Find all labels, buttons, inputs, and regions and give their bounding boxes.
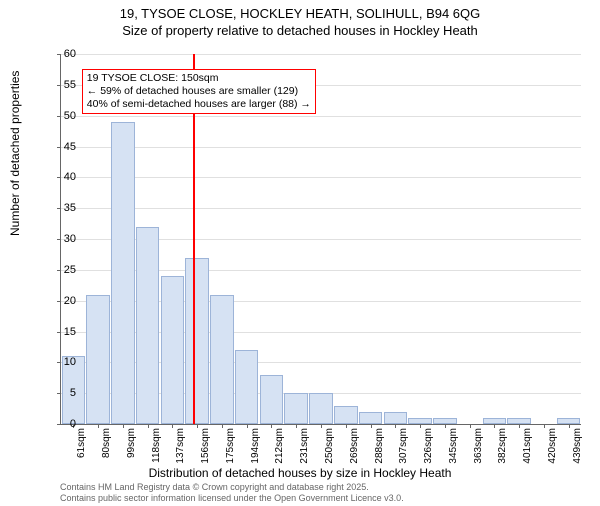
footer-line-2: Contains public sector information licen… [60,493,404,504]
xtick-label: 401sqm [522,428,533,464]
xtick-mark [148,424,149,428]
xtick-mark [569,424,570,428]
xtick-label: 212sqm [274,428,285,464]
xtick-label: 363sqm [473,428,484,464]
xtick-mark [519,424,520,428]
xtick-mark [420,424,421,428]
ytick-label: 35 [46,202,76,214]
gridline [61,177,581,178]
xtick-label: 307sqm [398,428,409,464]
xtick-mark [321,424,322,428]
xtick-mark [544,424,545,428]
xtick-mark [445,424,446,428]
ytick-label: 15 [46,326,76,338]
ytick-label: 40 [46,171,76,183]
ytick-label: 30 [46,233,76,245]
xtick-label: 99sqm [126,428,137,458]
xtick-label: 288sqm [374,428,385,464]
annotation-line-2: ← 59% of detached houses are smaller (12… [87,85,311,98]
ytick-label: 0 [46,418,76,430]
xtick-label: 137sqm [175,428,186,464]
gridline [61,208,581,209]
annotation-line-3: 40% of semi-detached houses are larger (… [87,98,311,111]
xtick-label: 345sqm [448,428,459,464]
xtick-label: 61sqm [76,428,87,458]
xtick-label: 194sqm [250,428,261,464]
xtick-label: 231sqm [299,428,310,464]
title-line-1: 19, TYSOE CLOSE, HOCKLEY HEATH, SOLIHULL… [0,6,600,21]
ytick-label: 55 [46,79,76,91]
annotation-box: 19 TYSOE CLOSE: 150sqm← 59% of detached … [82,69,316,114]
xtick-mark [346,424,347,428]
ytick-label: 60 [46,48,76,60]
histogram-bar [384,412,408,424]
xtick-mark [296,424,297,428]
footer-line-1: Contains HM Land Registry data © Crown c… [60,482,404,493]
gridline [61,147,581,148]
gridline [61,116,581,117]
xtick-mark [123,424,124,428]
xtick-label: 269sqm [349,428,360,464]
xtick-mark [371,424,372,428]
x-axis-label: Distribution of detached houses by size … [0,466,600,480]
histogram-bar [284,393,308,424]
ytick-label: 45 [46,141,76,153]
y-axis-label: Number of detached properties [8,71,22,236]
histogram-bar [235,350,259,424]
ytick-label: 50 [46,110,76,122]
xtick-mark [197,424,198,428]
xtick-mark [222,424,223,428]
xtick-label: 250sqm [324,428,335,464]
ytick-label: 5 [46,387,76,399]
ytick-label: 10 [46,356,76,368]
xtick-mark [494,424,495,428]
xtick-mark [247,424,248,428]
histogram-bar [309,393,333,424]
title-line-2: Size of property relative to detached ho… [0,23,600,38]
xtick-label: 326sqm [423,428,434,464]
histogram-bar [185,258,209,425]
xtick-label: 420sqm [547,428,558,464]
histogram-bar [334,406,358,425]
ytick-label: 20 [46,295,76,307]
xtick-mark [470,424,471,428]
xtick-label: 118sqm [151,428,162,463]
xtick-label: 80sqm [101,428,112,458]
gridline [61,54,581,55]
xtick-mark [98,424,99,428]
xtick-label: 382sqm [497,428,508,464]
histogram-bar [210,295,234,425]
annotation-line-1: 19 TYSOE CLOSE: 150sqm [87,72,311,85]
histogram-bar [86,295,110,425]
xtick-label: 156sqm [200,428,211,464]
histogram-bar [136,227,160,424]
histogram-bar [111,122,135,424]
xtick-mark [172,424,173,428]
histogram-bar [260,375,284,424]
footer-attribution: Contains HM Land Registry data © Crown c… [60,482,404,504]
xtick-label: 439sqm [572,428,583,464]
histogram-bar [359,412,383,424]
xtick-mark [271,424,272,428]
xtick-label: 175sqm [225,428,236,464]
xtick-mark [395,424,396,428]
histogram-bar [161,276,185,424]
histogram-chart: 19 TYSOE CLOSE: 150sqm← 59% of detached … [60,54,581,425]
ytick-label: 25 [46,264,76,276]
